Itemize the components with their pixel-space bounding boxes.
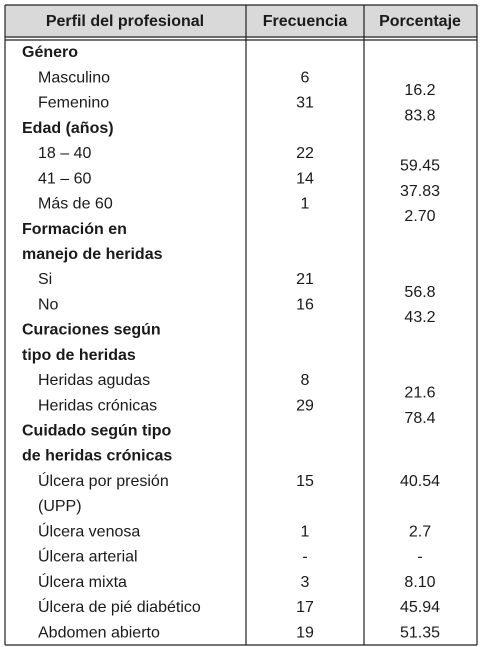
percentage: 21.6 [404, 385, 435, 402]
frequency: 3 [301, 574, 310, 591]
frequency: 8 [301, 372, 310, 389]
header-background [5, 5, 477, 37]
row-label: Úlcera mixta [38, 572, 127, 591]
row-label: Úlcera de pié diabético [38, 597, 201, 616]
column-header: Porcentaje [379, 13, 461, 30]
section-title: Género [22, 44, 78, 61]
row-label: Abdomen abierto [38, 624, 160, 641]
row-label: (UPP) [38, 498, 82, 515]
frequency: 1 [301, 196, 310, 213]
column-header: Perfil del profesional [46, 13, 204, 30]
percentage: 45.94 [400, 599, 440, 616]
percentage: 51.35 [400, 624, 440, 641]
row-label: Úlcera arterial [38, 547, 138, 566]
row-label: Masculino [38, 69, 110, 86]
frequency: 19 [296, 624, 314, 641]
section-title: de heridas crónicas [22, 448, 172, 465]
frequency: 21 [296, 271, 314, 288]
section-title: Edad (años) [22, 120, 114, 137]
row-label: 18 – 40 [38, 145, 91, 162]
row-label: Heridas crónicas [38, 397, 157, 414]
section-title: manejo de heridas [22, 246, 163, 263]
percentage: 8.10 [404, 574, 435, 591]
section-title: Curaciones según [22, 322, 161, 339]
row-label: 41 – 60 [38, 170, 91, 187]
frequency: 14 [296, 170, 314, 187]
percentage: 37.83 [400, 183, 440, 200]
frequency: - [302, 549, 307, 566]
frequency: 29 [296, 397, 314, 414]
percentage: - [417, 549, 422, 566]
frequency: 1 [301, 523, 310, 540]
row-label: Heridas agudas [38, 372, 150, 389]
row-label: No [38, 296, 59, 313]
frequency: 17 [296, 599, 314, 616]
frequency: 16 [296, 296, 314, 313]
percentage: 78.4 [404, 410, 435, 427]
percentage: 2.70 [404, 208, 435, 225]
row-label: Úlcera venosa [38, 521, 140, 540]
frequency: 15 [296, 473, 314, 490]
percentage: 83.8 [404, 107, 435, 124]
percentage: 59.45 [400, 158, 440, 175]
section-title: Formación en [22, 221, 127, 238]
row-label: Úlcera por presión [38, 471, 169, 490]
percentage: 2.7 [409, 523, 431, 540]
frequency: 6 [301, 69, 310, 86]
percentage: 40.54 [400, 473, 440, 490]
percentage: 43.2 [404, 309, 435, 326]
frequency: 22 [296, 145, 314, 162]
column-header: Frecuencia [263, 13, 348, 30]
frequency: 31 [296, 95, 314, 112]
percentage: 56.8 [404, 284, 435, 301]
row-label: Femenino [38, 95, 109, 112]
percentage: 16.2 [404, 82, 435, 99]
section-title: Cuidado según tipo [22, 423, 172, 440]
row-label: Más de 60 [38, 196, 113, 213]
section-title: tipo de heridas [22, 347, 136, 364]
row-label: Si [38, 271, 52, 288]
